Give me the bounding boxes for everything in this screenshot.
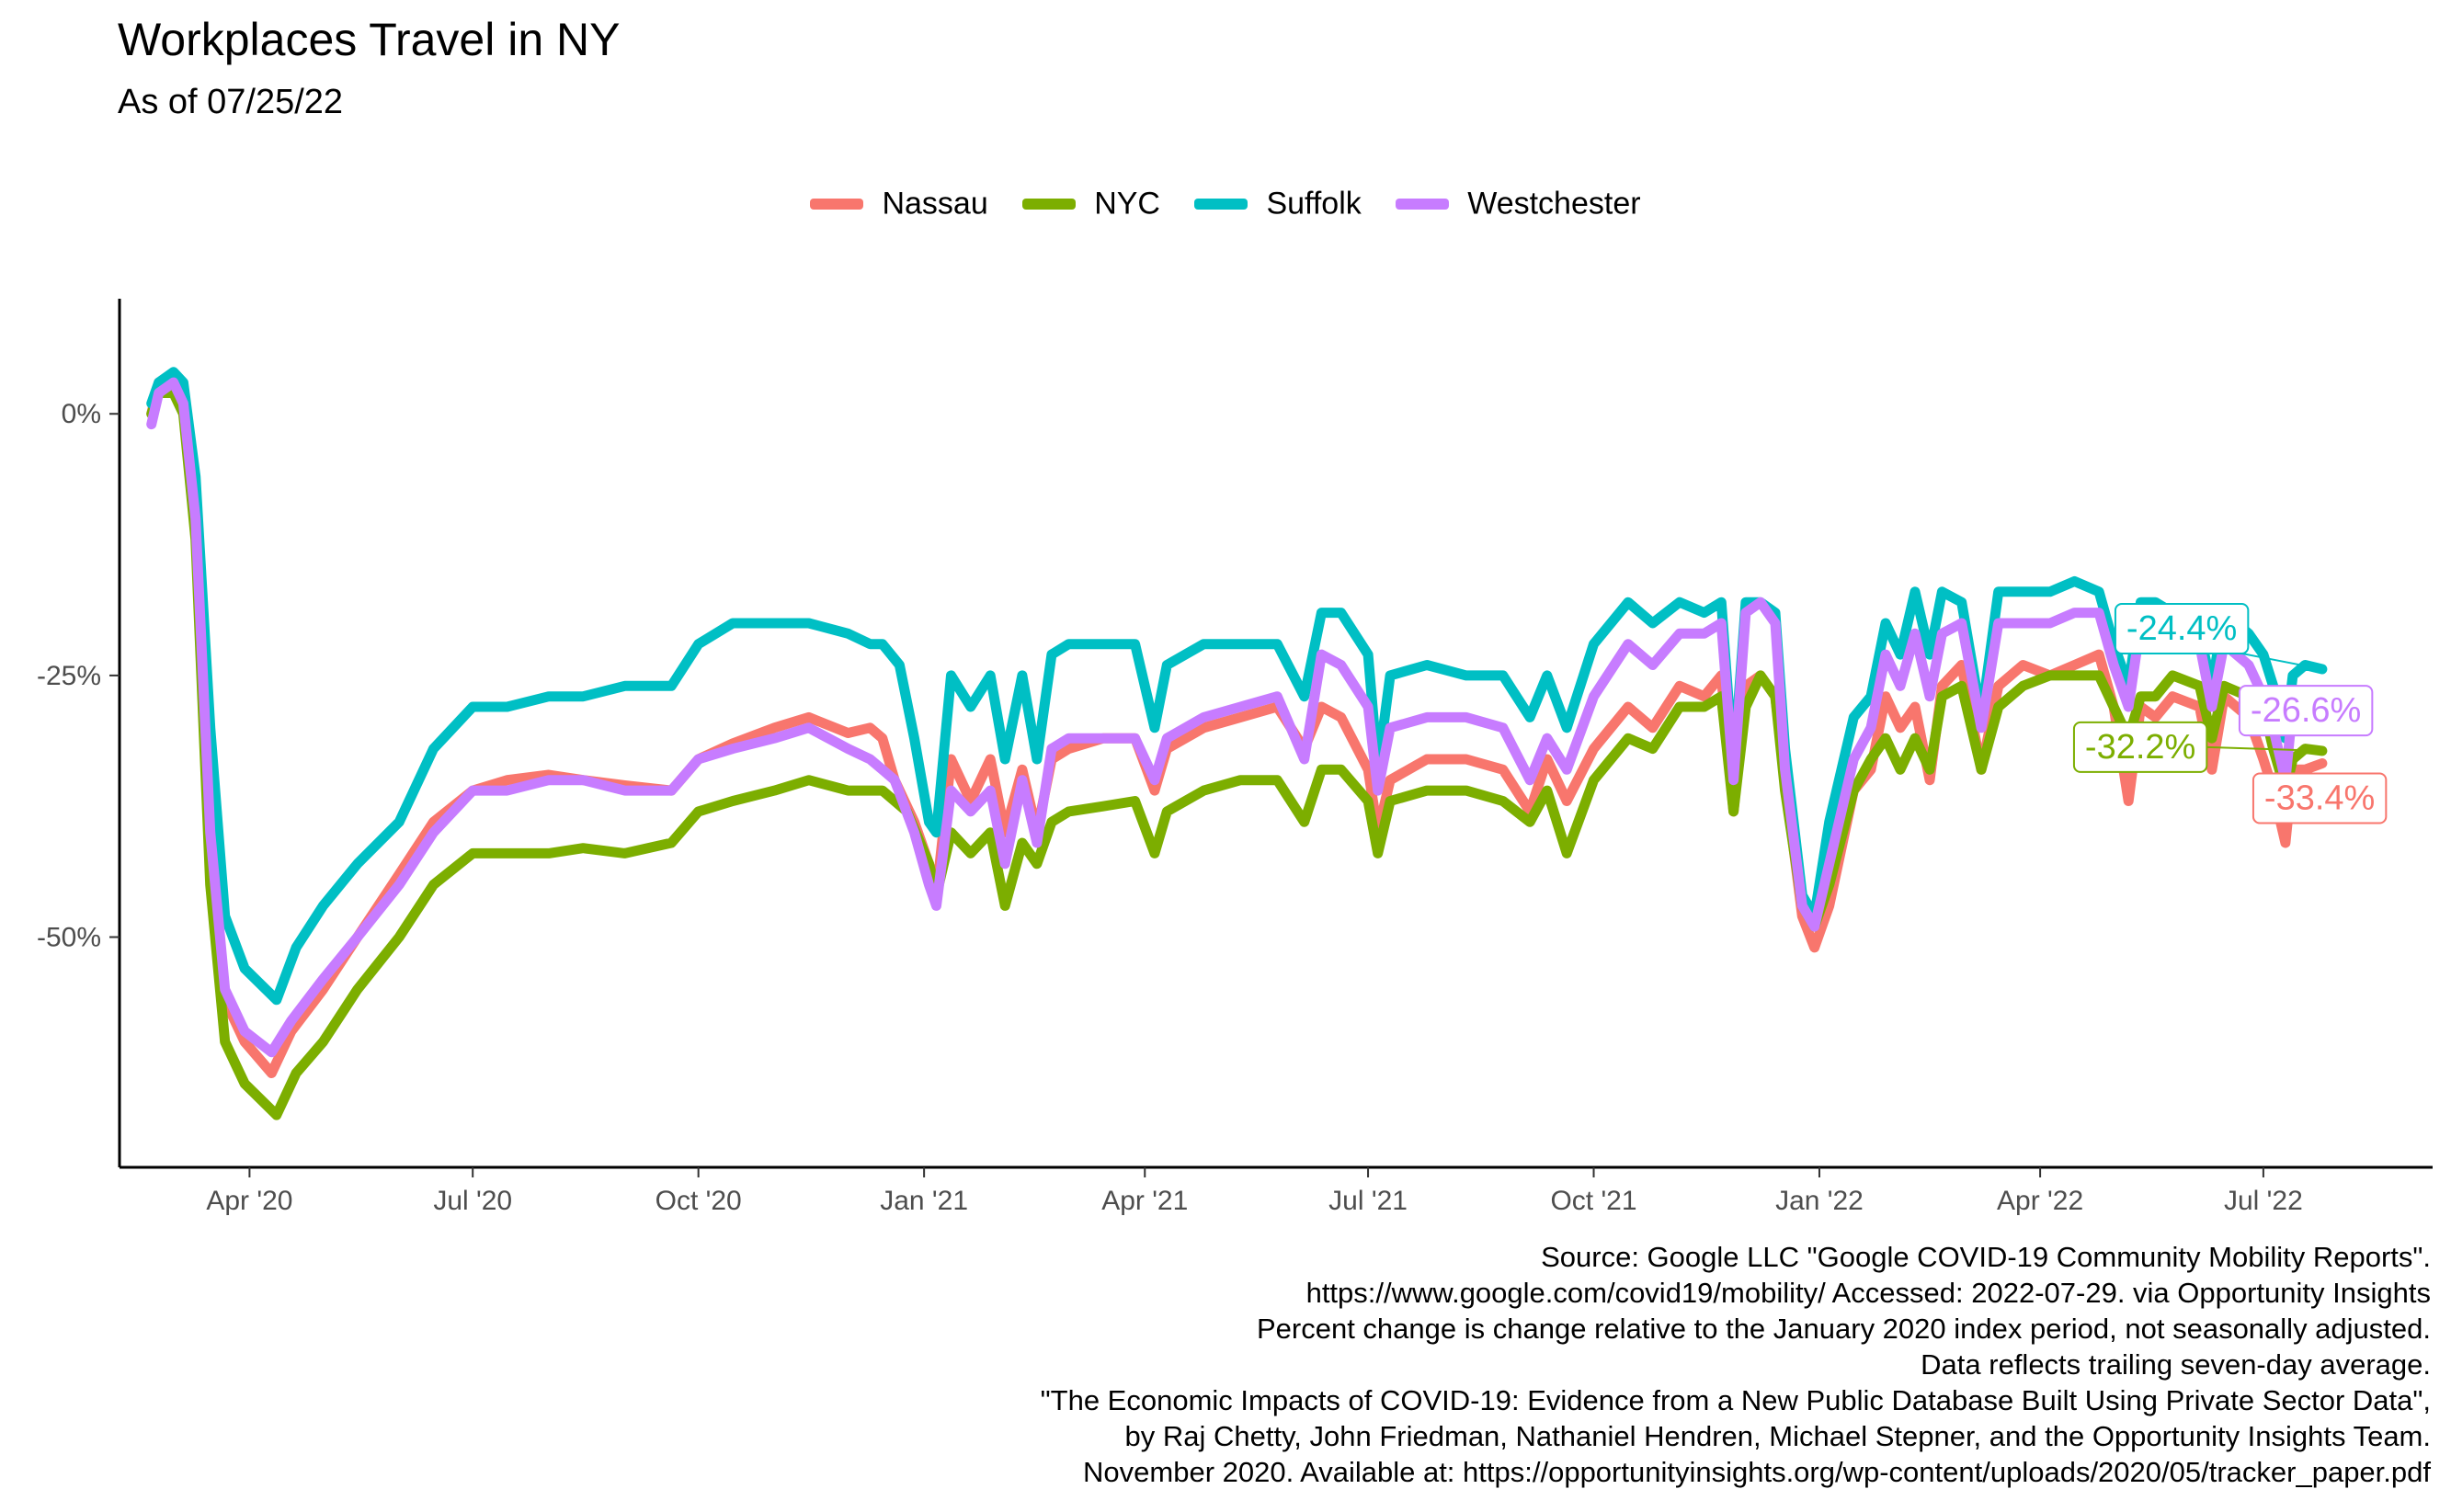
legend-item-nyc: NYC (1022, 185, 1160, 222)
series-line-nyc (146, 388, 2328, 1120)
x-tick-label: Jan '21 (880, 1186, 968, 1216)
x-tick-label: Apr '20 (206, 1186, 292, 1216)
legend-item-nassau: Nassau (810, 185, 988, 222)
end-label-westchester: -26.6% (2238, 685, 2374, 737)
chart-subtitle: As of 07/25/22 (118, 83, 344, 121)
legend-label-suffolk: Suffolk (1266, 186, 1362, 222)
caption-line: "The Economic Impacts of COVID-19: Evide… (1040, 1384, 2431, 1416)
legend-swatch-nyc (1022, 198, 1077, 210)
legend-label-nassau: Nassau (882, 186, 988, 222)
end-label-box (2252, 772, 2388, 824)
y-tick-label: -50% (37, 923, 101, 953)
series-lines (146, 367, 2328, 1120)
caption-line: Percent change is change relative to the… (1256, 1313, 2431, 1345)
legend-swatch-westchester (1396, 198, 1450, 210)
end-labels: -33.4% -32.2% -24.4% -26.6% (2072, 603, 2388, 824)
caption-line: November 2020. Available at: https://opp… (1083, 1456, 2431, 1488)
caption-line: by Raj Chetty, John Friedman, Nathaniel … (1124, 1420, 2431, 1452)
end-label-leader (2206, 745, 2322, 752)
series-line-westchester (146, 377, 2328, 1058)
end-label-nyc: -32.2% (2072, 721, 2322, 773)
y-tick-label: 0% (62, 399, 101, 429)
end-label-box (2238, 685, 2374, 737)
caption: Source: Google LLC "Google COVID-19 Comm… (1041, 1239, 2431, 1490)
legend-label-westchester: Westchester (1467, 186, 1641, 222)
legend-item-westchester: Westchester (1396, 185, 1641, 222)
x-tick-label: Oct '20 (656, 1186, 742, 1216)
legend-swatch-suffolk (1194, 198, 1248, 210)
x-tick-label: Jul '21 (1328, 1186, 1408, 1216)
x-tick-label: Jul '20 (433, 1186, 512, 1216)
end-label-text: -33.4% (2264, 779, 2375, 818)
chart-title: Workplaces Travel in NY (118, 14, 621, 65)
x-tick-label: Apr '21 (1101, 1186, 1188, 1216)
x-tick-label: Jan '22 (1775, 1186, 1864, 1216)
legend-swatch-nassau (810, 198, 864, 210)
caption-line: Source: Google LLC "Google COVID-19 Comm… (1541, 1241, 2431, 1273)
end-label-box (2072, 721, 2208, 773)
x-tick-label: Jul '22 (2224, 1186, 2303, 1216)
end-label-text: -26.6% (2251, 691, 2361, 730)
caption-line: Data reflects trailing seven-day average… (1921, 1348, 2431, 1381)
end-label-suffolk: -24.4% (2114, 603, 2323, 671)
axes: 0% -25% -50% Apr '20 Jul '20 Oct '20 Jan '21 Ap… (37, 299, 2433, 1216)
caption-line: https://www.google.com/covid19/mobility/… (1305, 1277, 2431, 1309)
x-tick-label: Apr '22 (1997, 1186, 2083, 1216)
end-label-nassau: -33.4% (2252, 762, 2388, 824)
x-tick-label: Oct '21 (1550, 1186, 1636, 1216)
end-label-text: -24.4% (2126, 609, 2237, 648)
legend-item-suffolk: Suffolk (1194, 185, 1362, 222)
y-tick-label: -25% (37, 661, 101, 691)
end-label-box (2114, 603, 2250, 655)
end-label-text: -32.2% (2085, 728, 2195, 767)
legend: Nassau NYC Suffolk Westchester (0, 184, 2451, 222)
legend-label-nyc: NYC (1094, 186, 1160, 222)
